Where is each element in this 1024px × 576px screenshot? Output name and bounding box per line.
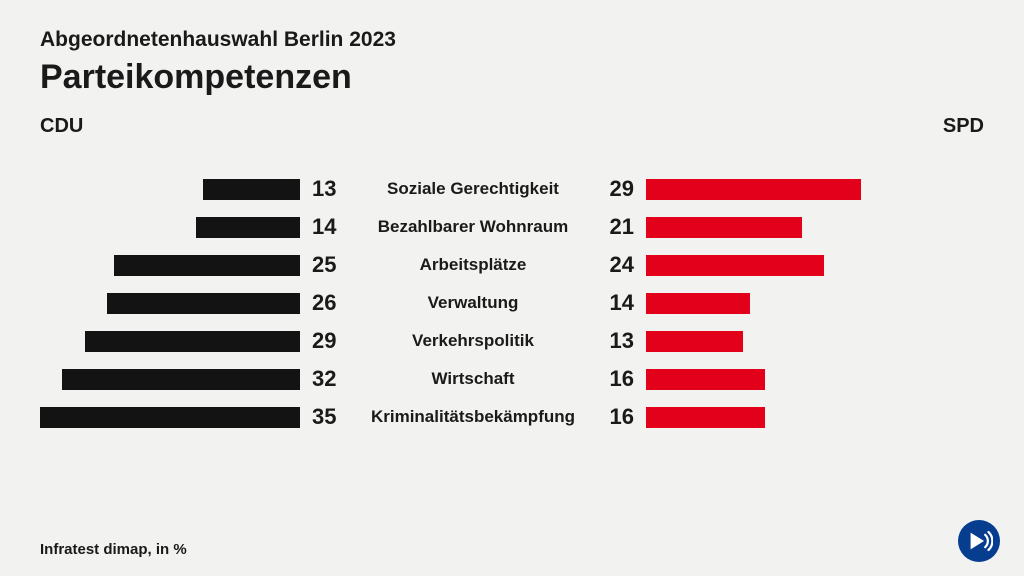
right-value: 29 bbox=[588, 176, 646, 202]
chart-row: 14Bezahlbarer Wohnraum21 bbox=[40, 212, 984, 242]
right-bar bbox=[646, 407, 765, 428]
left-bar bbox=[114, 255, 300, 276]
left-bar-area bbox=[40, 217, 300, 238]
chart-row: 35Kriminalitätsbekämpfung16 bbox=[40, 402, 984, 432]
left-value: 13 bbox=[300, 176, 358, 202]
right-value: 16 bbox=[588, 366, 646, 392]
right-value: 24 bbox=[588, 252, 646, 278]
right-value: 21 bbox=[588, 214, 646, 240]
left-bar-area bbox=[40, 293, 300, 314]
right-bar bbox=[646, 369, 765, 390]
right-bar bbox=[646, 255, 824, 276]
category-label: Verkehrspolitik bbox=[358, 331, 588, 351]
play-wave-icon bbox=[965, 527, 993, 555]
left-bar-area bbox=[40, 179, 300, 200]
right-bar-area bbox=[646, 179, 906, 200]
right-bar-area bbox=[646, 217, 906, 238]
category-label: Verwaltung bbox=[358, 293, 588, 313]
page-title: Parteikompetenzen bbox=[40, 58, 984, 97]
chart-row: 25Arbeitsplätze24 bbox=[40, 250, 984, 280]
category-label: Kriminalitätsbekämpfung bbox=[358, 407, 588, 427]
subtitle: Abgeordnetenhauswahl Berlin 2023 bbox=[40, 28, 984, 52]
right-bar-area bbox=[646, 331, 906, 352]
left-value: 25 bbox=[300, 252, 358, 278]
right-bar-area bbox=[646, 255, 906, 276]
left-bar-area bbox=[40, 255, 300, 276]
party-right-label: SPD bbox=[943, 115, 984, 138]
right-value: 13 bbox=[588, 328, 646, 354]
right-bar-area bbox=[646, 407, 906, 428]
left-bar bbox=[107, 293, 300, 314]
source-note: Infratest dimap, in % bbox=[40, 541, 187, 558]
chart-row: 29Verkehrspolitik13 bbox=[40, 326, 984, 356]
chart-row: 32Wirtschaft16 bbox=[40, 364, 984, 394]
left-bar bbox=[40, 407, 300, 428]
category-label: Arbeitsplätze bbox=[358, 255, 588, 275]
chart-row: 13Soziale Gerechtigkeit29 bbox=[40, 174, 984, 204]
header: Abgeordnetenhauswahl Berlin 2023 Parteik… bbox=[0, 0, 1024, 97]
right-value: 14 bbox=[588, 290, 646, 316]
right-bar bbox=[646, 331, 743, 352]
right-bar-area bbox=[646, 293, 906, 314]
party-left-label: CDU bbox=[40, 115, 83, 138]
party-labels: CDU SPD bbox=[0, 115, 1024, 138]
broadcaster-logo bbox=[958, 520, 1000, 562]
left-value: 32 bbox=[300, 366, 358, 392]
left-bar-area bbox=[40, 407, 300, 428]
left-bar bbox=[62, 369, 300, 390]
left-bar bbox=[196, 217, 300, 238]
right-bar bbox=[646, 217, 802, 238]
left-value: 35 bbox=[300, 404, 358, 430]
left-bar-area bbox=[40, 331, 300, 352]
chart-row: 26Verwaltung14 bbox=[40, 288, 984, 318]
right-value: 16 bbox=[588, 404, 646, 430]
left-value: 29 bbox=[300, 328, 358, 354]
category-label: Bezahlbarer Wohnraum bbox=[358, 217, 588, 237]
diverging-bar-chart: 13Soziale Gerechtigkeit2914Bezahlbarer W… bbox=[0, 174, 1024, 432]
category-label: Wirtschaft bbox=[358, 369, 588, 389]
left-value: 26 bbox=[300, 290, 358, 316]
left-bar-area bbox=[40, 369, 300, 390]
left-bar bbox=[85, 331, 300, 352]
left-bar bbox=[203, 179, 300, 200]
category-label: Soziale Gerechtigkeit bbox=[358, 179, 588, 199]
left-value: 14 bbox=[300, 214, 358, 240]
right-bar bbox=[646, 179, 861, 200]
right-bar-area bbox=[646, 369, 906, 390]
right-bar bbox=[646, 293, 750, 314]
